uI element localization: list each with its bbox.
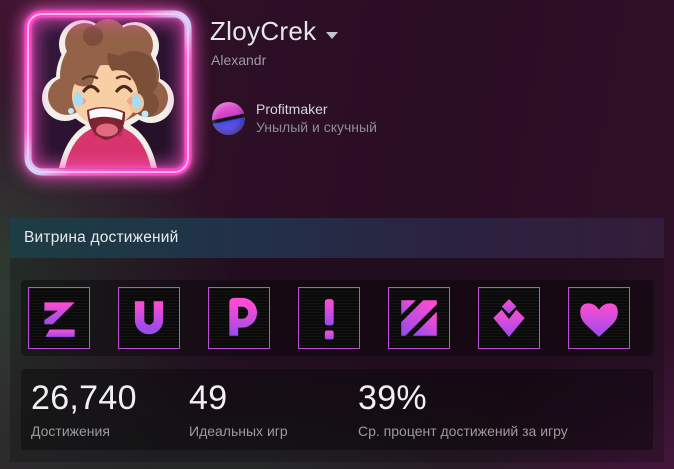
pill-icon <box>212 101 245 135</box>
stat-value: 39% <box>358 379 427 417</box>
stat-achievements: 26,740 Достижения <box>31 378 189 450</box>
achievement-diagonal-stripes-icon[interactable] <box>388 287 450 349</box>
showcase-header: Витрина достижений <box>10 218 664 258</box>
badge-name: Profitmaker <box>256 101 328 117</box>
showcase-stats: 26,740 Достижения 49 Идеальных игр 39% С… <box>21 369 653 450</box>
avatar-image <box>32 18 184 168</box>
chevron-down-icon <box>326 32 339 39</box>
neon-avatar-frame <box>24 10 192 176</box>
stat-label: Ср. процент достижений за игру <box>358 423 568 439</box>
achievement-exclamation-icon[interactable] <box>298 287 360 349</box>
stat-avg-completion: 39% Ср. процент достижений за игру <box>358 378 568 450</box>
username: ZloyCrek <box>210 16 317 46</box>
achievement-letter-p-icon[interactable] <box>208 287 270 349</box>
laughing-girl-avatar-art <box>32 18 184 168</box>
achievement-letter-u-icon[interactable] <box>118 287 180 349</box>
achievement-heart-icon[interactable] <box>568 287 630 349</box>
achievement-diamond-chevron-icon[interactable] <box>478 287 540 349</box>
stat-perfect-games: 49 Идеальных игр <box>189 378 358 450</box>
achievement-letter-z-icon[interactable] <box>28 287 90 349</box>
real-name: Alexandr <box>211 52 267 68</box>
username-dropdown[interactable]: ZloyCrek <box>210 16 339 47</box>
achievement-icons-row <box>21 280 653 356</box>
stat-value: 26,740 <box>31 379 137 417</box>
featured-badge[interactable]: Profitmaker Унылый и скучный <box>212 100 377 136</box>
badge-subtitle: Унылый и скучный <box>256 119 377 135</box>
profile-avatar[interactable] <box>22 8 194 178</box>
showcase-title: Витрина достижений <box>24 229 179 246</box>
stat-value: 49 <box>189 379 228 417</box>
achievement-showcase: Витрина достижений <box>10 218 664 462</box>
stat-label: Достижения <box>31 423 110 439</box>
stat-label: Идеальных игр <box>189 423 288 439</box>
